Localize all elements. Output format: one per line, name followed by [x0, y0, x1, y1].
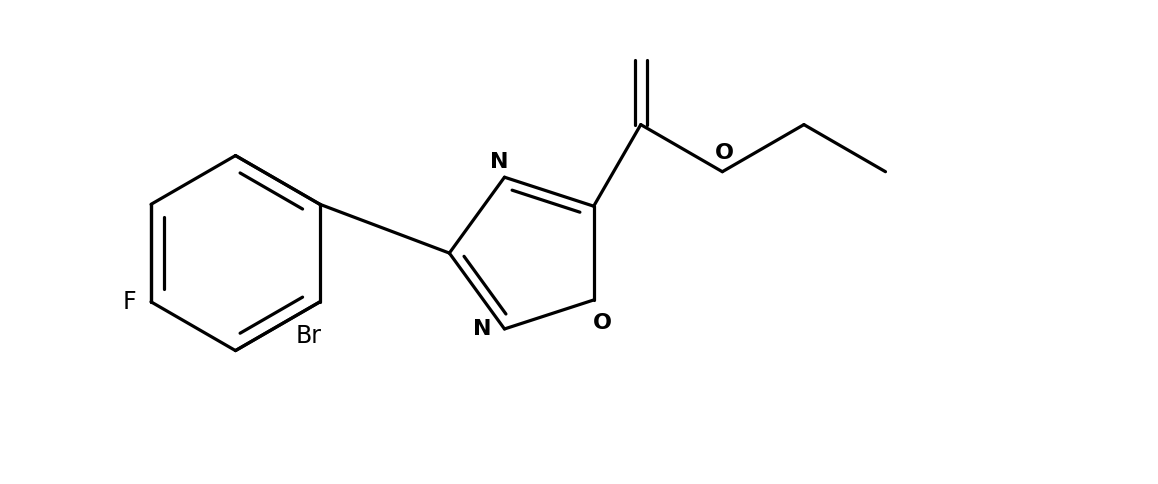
Text: O: O — [714, 143, 734, 163]
Text: Br: Br — [295, 324, 322, 348]
Text: N: N — [472, 319, 491, 339]
Text: F: F — [123, 290, 137, 314]
Text: N: N — [490, 151, 508, 172]
Text: O: O — [593, 313, 613, 333]
